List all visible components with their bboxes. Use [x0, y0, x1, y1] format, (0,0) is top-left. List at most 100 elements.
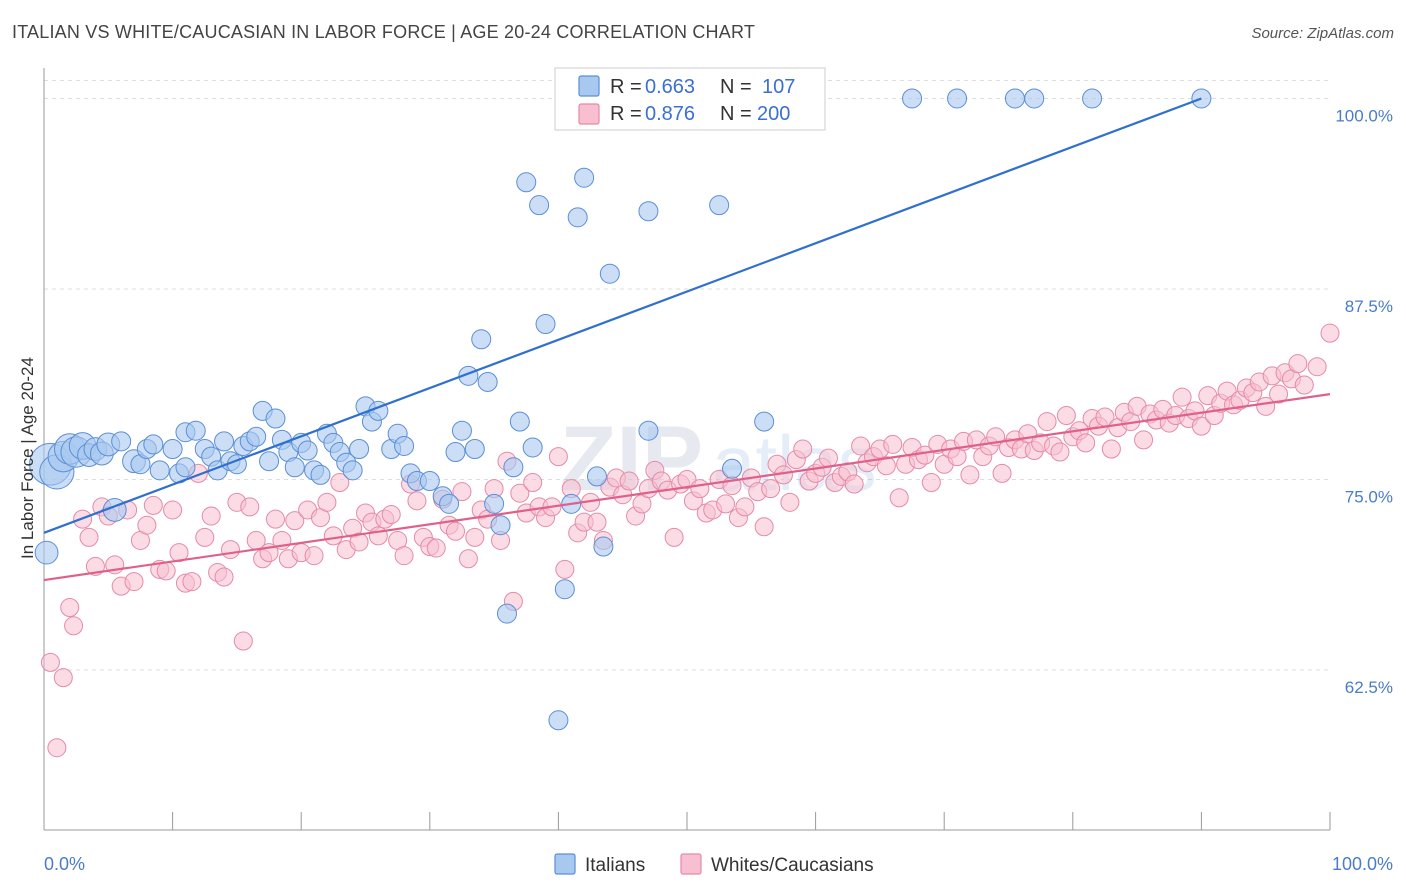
italian-point-67	[509, 411, 530, 432]
legend-r-value-2: 0.876	[645, 103, 695, 125]
italian-point-82	[638, 201, 659, 222]
white-point-90	[619, 471, 639, 491]
italian-point-56	[439, 493, 460, 514]
italian-point-45	[349, 439, 370, 459]
italian-point-83	[638, 420, 659, 441]
whites-trend-line	[43, 393, 1331, 582]
bottom-legend-whites: Whites/Caucasians	[711, 855, 874, 876]
white-point-191	[1269, 384, 1289, 404]
bottom-legend-swatch-whites	[680, 853, 702, 875]
italian-point-51	[394, 435, 415, 456]
chart-title: ITALIAN VS WHITE/CAUCASIAN IN LABOR FORC…	[12, 22, 756, 42]
italian-point-91	[947, 88, 968, 109]
y-tick-label-1: 75.0%	[1345, 487, 1393, 506]
tick-labels: 62.5% 75.0% 87.5% 100.0% 0.0% 100.0%	[44, 106, 1393, 874]
white-point-85	[587, 512, 607, 532]
legend-n-value-1: 107	[762, 76, 795, 98]
italian-point-37	[297, 440, 318, 461]
legend-r-label-2: R =	[610, 103, 647, 125]
italian-point-65	[496, 603, 517, 624]
italian-point-75	[567, 207, 588, 228]
white-point-161	[1076, 433, 1096, 453]
italians-points	[29, 88, 1212, 731]
white-point-45	[330, 473, 350, 493]
bottom-legend-italians: Italians	[585, 855, 645, 876]
italian-point-54	[419, 471, 440, 492]
whites-caucasians-points	[40, 323, 1340, 758]
white-point-111	[754, 517, 774, 537]
italian-point-32	[265, 408, 286, 429]
white-point-43	[317, 492, 337, 512]
white-point-112	[761, 479, 781, 499]
legend-swatch-whites	[578, 103, 600, 125]
italian-point-29	[246, 426, 267, 447]
trend-lines	[43, 97, 1331, 582]
italian-point-73	[554, 579, 575, 600]
legend-box: R = 0.663 N = 107 R = 0.876 N = 200	[554, 67, 826, 131]
white-point-130	[876, 456, 896, 476]
y-axis-label: In Labor Force | Age 20-24	[18, 357, 37, 559]
bottom-legend-swatch-italians	[554, 853, 576, 875]
white-point-4	[64, 616, 84, 636]
italian-point-18	[175, 457, 196, 478]
white-point-64	[452, 482, 472, 502]
italian-point-79	[599, 263, 620, 284]
white-point-148	[992, 463, 1012, 483]
white-point-126	[851, 436, 871, 456]
white-point-25	[201, 506, 221, 526]
white-point-66	[465, 527, 485, 547]
italian-point-16	[162, 439, 183, 459]
white-point-0	[40, 652, 60, 672]
x-tick-label-1: 100.0%	[1332, 854, 1393, 874]
italian-point-71	[535, 314, 556, 335]
white-point-196	[1307, 357, 1327, 377]
italian-point-14	[143, 434, 164, 455]
italian-point-87	[709, 195, 730, 216]
y-tick-label-3: 100.0%	[1335, 106, 1393, 125]
white-point-53	[381, 505, 401, 525]
white-point-176	[1172, 387, 1192, 407]
white-point-105	[716, 494, 736, 514]
italian-point-63	[484, 493, 505, 514]
white-point-63	[446, 521, 466, 541]
white-point-73	[510, 483, 530, 503]
italian-point-31	[259, 451, 280, 472]
white-point-16	[143, 495, 163, 515]
white-point-117	[793, 439, 813, 459]
white-point-137	[921, 473, 941, 493]
italian-point-58	[451, 420, 472, 441]
white-point-51	[368, 526, 388, 546]
italian-point-76	[574, 167, 595, 188]
white-point-22	[182, 572, 202, 592]
legend-n-value-2: 200	[757, 103, 790, 125]
italian-point-66	[503, 457, 524, 478]
italian-point-72	[548, 710, 569, 731]
italian-point-96	[34, 540, 59, 565]
italian-point-88	[722, 458, 743, 479]
white-point-18	[156, 561, 176, 581]
italian-point-68	[516, 172, 537, 193]
white-point-108	[735, 497, 755, 517]
y-tick-label-0: 62.5%	[1345, 678, 1393, 697]
grid-lines	[44, 79, 1330, 671]
white-point-57	[407, 491, 427, 511]
italian-point-15	[149, 460, 170, 481]
legend-n-label-2: N =	[720, 103, 757, 125]
legend-n-label-1: N =	[720, 76, 757, 98]
italian-point-90	[902, 88, 923, 109]
italian-point-35	[284, 457, 305, 478]
legend-swatch-italians	[578, 75, 600, 97]
white-point-6	[79, 527, 99, 547]
white-point-165	[1101, 439, 1121, 459]
white-point-97	[664, 527, 684, 547]
white-point-2	[53, 668, 73, 688]
italian-point-20	[185, 420, 206, 441]
white-point-38	[285, 511, 305, 531]
italian-point-64	[490, 515, 511, 536]
legend-r-value-1: 0.663	[645, 76, 695, 98]
white-point-99	[677, 469, 697, 489]
white-point-158	[1056, 405, 1076, 425]
italian-point-10	[111, 431, 132, 452]
white-point-1	[47, 738, 67, 758]
